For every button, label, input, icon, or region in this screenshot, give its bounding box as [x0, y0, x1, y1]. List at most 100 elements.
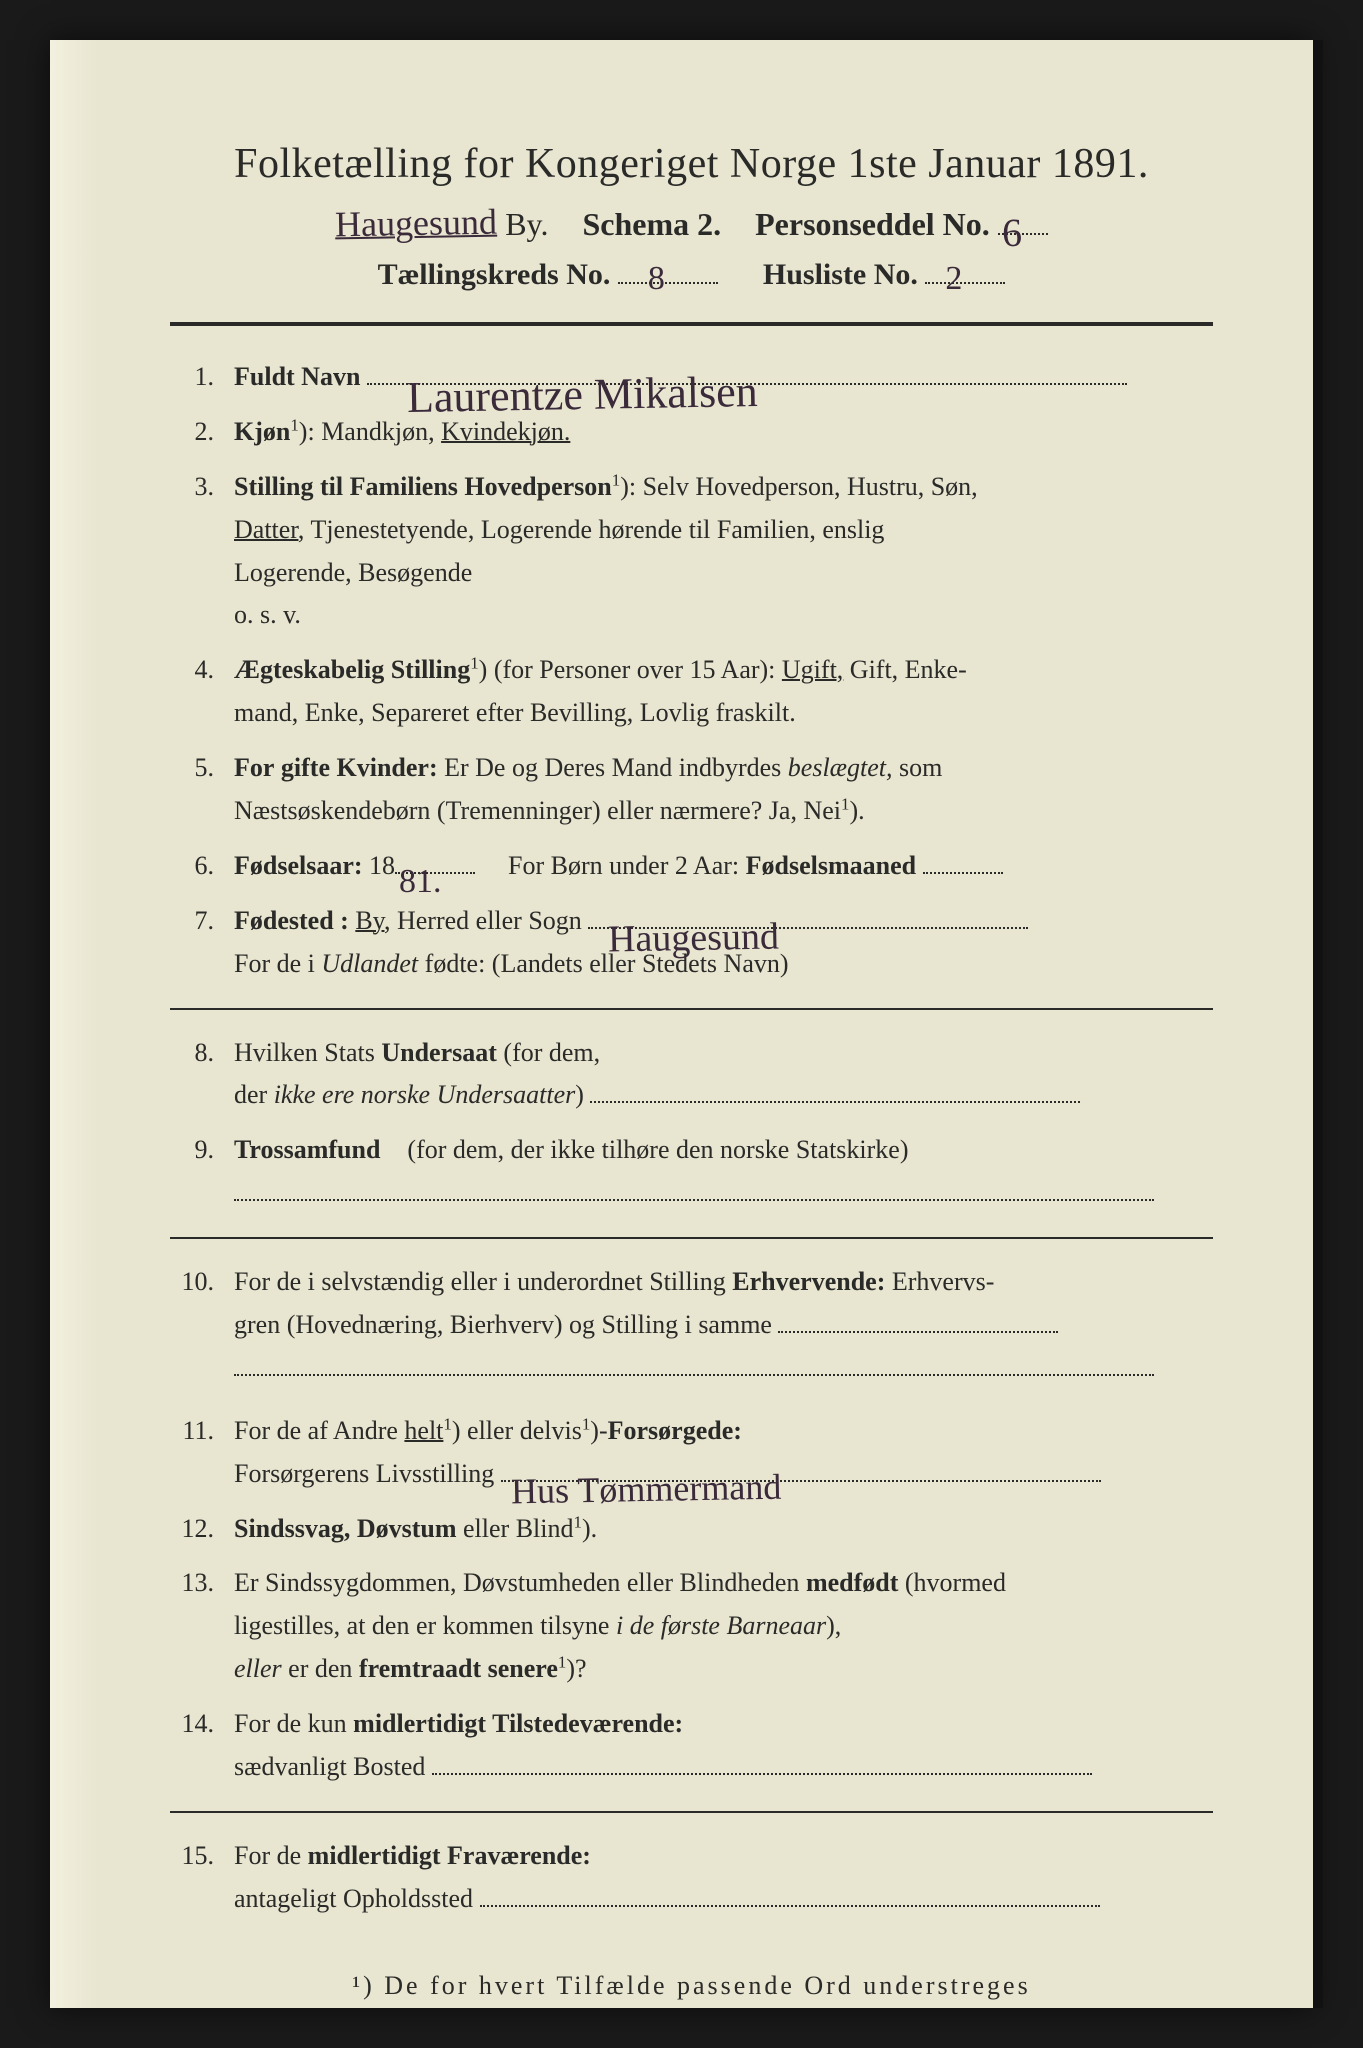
q9-line1: (for dem, der ikke tilhøre den norske St…: [407, 1135, 908, 1164]
q10-b: Erhvervs-: [892, 1267, 995, 1296]
item-14: 14. For de kun midlertidigt Tilstedevære…: [170, 1703, 1213, 1789]
divider-3: [170, 1811, 1213, 1813]
item-15: 15. For de midlertidigt Fraværende: anta…: [170, 1835, 1213, 1921]
husliste-hw: 2: [945, 260, 962, 298]
divider-2: [170, 1237, 1213, 1239]
item-num: 5.: [170, 747, 234, 833]
q11-a: For de af Andre: [234, 1416, 398, 1445]
q9-slot: [234, 1199, 1154, 1201]
q13-1a: Er Sindssygdommen, Døvstumheden eller Bl…: [234, 1568, 799, 1597]
q11-hw: Hus Tømmermand: [510, 1457, 781, 1521]
divider-main: [170, 322, 1213, 326]
personseddel-hw: 6: [1001, 209, 1022, 256]
q14-slot: [432, 1773, 1092, 1775]
aegte-paren: (for Personer over 15 Aar):: [494, 655, 776, 684]
q8-line1b: (for dem,: [503, 1038, 600, 1067]
udlandet: Udlandet: [321, 949, 418, 978]
label-forsorgede: Forsørgede:: [608, 1416, 742, 1445]
name-hw: Laurentze Mikalsen: [406, 356, 758, 435]
label-fodselsaar: Fødselsaar:: [234, 851, 363, 880]
q15-slot: [480, 1905, 1100, 1907]
item-num: 9.: [170, 1129, 234, 1215]
q11-slot: Hus Tømmermand: [501, 1480, 1101, 1482]
ugift: Ugift,: [782, 655, 843, 684]
fodested-hw: Haugesund: [608, 905, 780, 971]
item-num: 15.: [170, 1835, 234, 1921]
q11-b: eller delvis: [467, 1416, 582, 1445]
kreds-slot: 8: [618, 282, 718, 284]
label-fodested: Fødested :: [234, 906, 349, 935]
q8-line2a: der: [234, 1080, 267, 1109]
q8-line2b: ikke ere norske Undersaatter: [274, 1080, 576, 1109]
item-5: 5. For gifte Kvinder: Er De og Deres Man…: [170, 747, 1213, 833]
q10-a: For de i selvstændig eller i underordnet…: [234, 1267, 726, 1296]
husliste-slot: 2: [925, 282, 1005, 284]
label-tilstedevaerende: midlertidigt Tilstedeværende:: [353, 1709, 683, 1738]
label-erhvervende: Erhvervende:: [732, 1267, 885, 1296]
husliste-label: Husliste No.: [763, 258, 918, 291]
item-10: 10. For de i selvstændig eller i underor…: [170, 1261, 1213, 1390]
stilling-line2: Tjenestetyende, Logerende hørende til Fa…: [310, 515, 884, 544]
q8-line1: Hvilken Stats: [234, 1038, 375, 1067]
q13-2b: i de første Barneaar: [616, 1611, 826, 1640]
item-num: 2.: [170, 411, 234, 454]
page-edge: [1313, 40, 1323, 2008]
label-kjon: Kjøn: [234, 417, 290, 446]
kreds-label: Tællingskreds No.: [378, 258, 611, 291]
item-7: 7. Fødested : By, Herred eller Sogn Haug…: [170, 900, 1213, 986]
fodested-slot: Haugesund: [588, 927, 1028, 929]
footnote: ¹) De for hvert Tilfælde passende Ord un…: [170, 1971, 1213, 2001]
form-header: Folketælling for Kongeriget Norge 1ste J…: [170, 140, 1213, 292]
aegte-line2: mand, Enke, Separeret efter Bevilling, L…: [234, 698, 796, 727]
city-handwritten: Haugesund: [335, 201, 498, 246]
q13-3b: er den: [288, 1654, 352, 1683]
schema-label: Schema 2.: [582, 206, 721, 242]
year-hw: 81.: [399, 854, 442, 910]
q15-line2: antageligt Opholdssted: [234, 1884, 473, 1913]
q10-slot2: [234, 1374, 1154, 1376]
month-slot: [923, 872, 1003, 874]
gifte-kvinder: gifte Kvinder:: [281, 753, 438, 782]
year-prefix: 18: [369, 851, 395, 880]
by-label: By.: [505, 206, 548, 242]
label-aegte: Ægteskabelig Stilling: [234, 655, 470, 684]
item-num: 7.: [170, 900, 234, 986]
q10-line2: gren (Hovednæring, Bierhverv) og Stillin…: [234, 1310, 772, 1339]
label-sindssvag: Sindssvag, Døvstum: [234, 1514, 457, 1543]
helt: helt: [404, 1416, 443, 1445]
item-num: 1.: [170, 356, 234, 399]
item-11: 11. For de af Andre helt1) eller delvis1…: [170, 1410, 1213, 1496]
kreds-hw: 8: [648, 260, 665, 298]
q8-slot: [590, 1101, 1080, 1103]
item-num: 11.: [170, 1410, 234, 1496]
form-content: Folketælling for Kongeriget Norge 1ste J…: [170, 140, 1213, 2001]
main-title: Folketælling for Kongeriget Norge 1ste J…: [170, 140, 1213, 188]
item-3: 3. Stilling til Familiens Hovedperson1):…: [170, 466, 1213, 638]
item-num: 14.: [170, 1703, 234, 1789]
beslaegtet: beslægtet,: [788, 753, 893, 782]
q14-a: For de kun: [234, 1709, 347, 1738]
item-num: 8.: [170, 1032, 234, 1118]
q13-2a: ligestilles, at den er kommen tilsyne: [234, 1611, 609, 1640]
datter: Datter,: [234, 515, 304, 544]
label-fravaerende: midlertidigt Fraværende:: [308, 1841, 591, 1870]
q15-a: For de: [234, 1841, 301, 1870]
name-slot: Laurentze Mikalsen: [367, 383, 1127, 385]
item-8: 8. Hvilken Stats Undersaat (for dem, der…: [170, 1032, 1213, 1118]
aegte-rest1: Gift, Enke-: [850, 655, 967, 684]
q6-mid: For Børn under 2 Aar:: [508, 851, 739, 880]
stilling-line1: Selv Hovedperson, Hustru, Søn,: [643, 472, 978, 501]
q5-line2: Næstsøskendebørn (Tremenninger) eller næ…: [234, 796, 841, 825]
label-trossamfund: Trossamfund: [234, 1135, 380, 1164]
item-1: 1. Fuldt Navn Laurentze Mikalsen: [170, 356, 1213, 399]
label-stilling: Stilling til Familiens Hovedperson: [234, 472, 612, 501]
form-items: 1. Fuldt Navn Laurentze Mikalsen 2. Kjøn…: [170, 356, 1213, 1921]
q13-3a: eller: [234, 1654, 282, 1683]
q11-line2: Forsørgerens Livsstilling: [234, 1459, 494, 1488]
q5-line1c: som: [899, 753, 942, 782]
item-num: 4.: [170, 649, 234, 735]
year-slot: 81.: [395, 872, 475, 874]
q5-line1a: Er De og Deres Mand indbyrdes: [444, 753, 781, 782]
q7-line2a: For de i: [234, 949, 315, 978]
item-num: 3.: [170, 466, 234, 638]
